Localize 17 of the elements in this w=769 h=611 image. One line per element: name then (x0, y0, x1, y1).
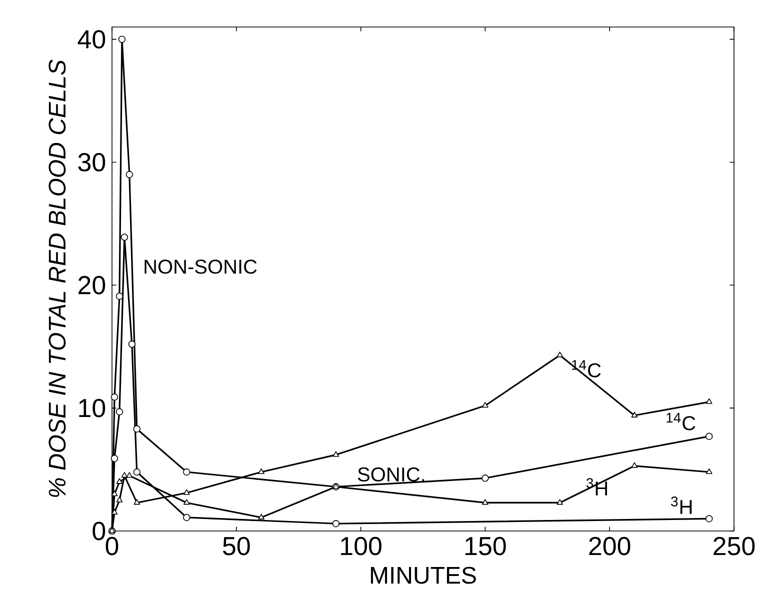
y-tick-label: 0 (92, 522, 106, 540)
x-tick-label: 250 (714, 536, 755, 556)
x-axis-title: MINUTES (370, 566, 476, 584)
annotation: $^{3}$H (671, 496, 692, 514)
x-tick-label: 0 (106, 536, 118, 556)
x-tick-label: 100 (341, 536, 382, 556)
x-tick-label: 50 (222, 536, 250, 556)
x-tick-label: 200 (589, 536, 630, 556)
x-tick-label: 150 (465, 536, 506, 556)
y-tick-label: 20 (78, 276, 106, 294)
y-tick-label: 40 (78, 30, 106, 48)
y-axis-title: % DOSE IN TOTAL RED BLOOD CELLS (48, 60, 66, 497)
annotation: SONIC. (358, 467, 424, 482)
annotation: $^{14}$C (666, 412, 696, 430)
annotation: NON-SONIC (144, 260, 257, 274)
y-tick-label: 30 (78, 153, 106, 172)
y-tick-label: 10 (79, 398, 106, 418)
